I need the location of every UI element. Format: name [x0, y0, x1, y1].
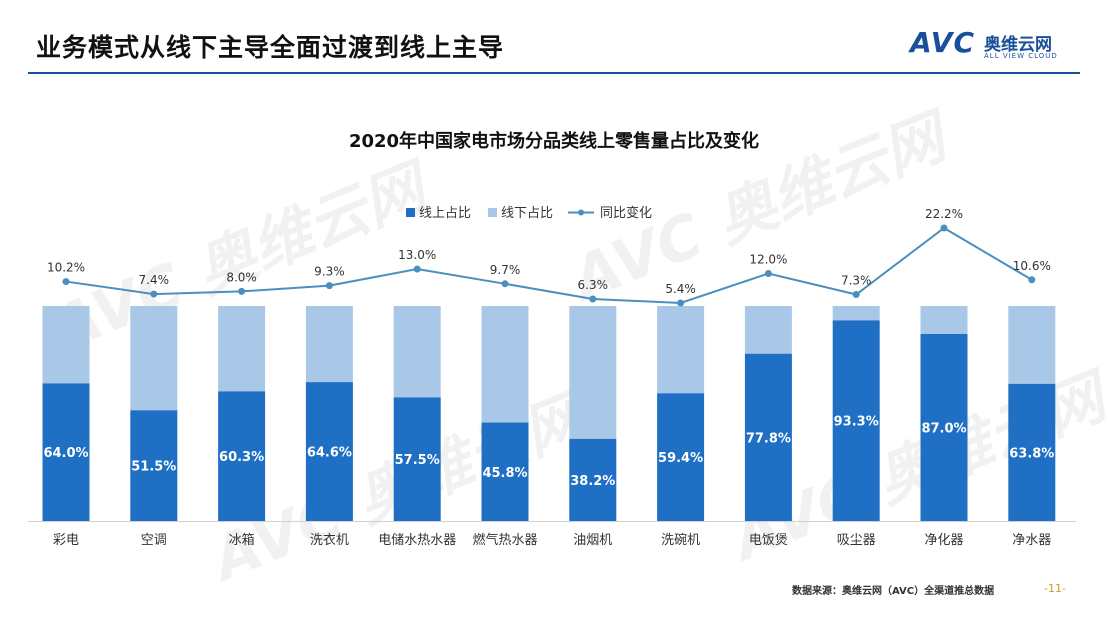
legend-swatch-online	[406, 208, 415, 217]
bar-online	[481, 422, 529, 521]
legend-swatch-offline	[488, 208, 497, 217]
x-tick-label: 空调	[141, 533, 167, 548]
line-point	[62, 278, 70, 286]
bar-offline	[481, 306, 529, 423]
line-value-label: 5.4%	[665, 282, 696, 296]
legend-label-online: 线上占比	[419, 206, 471, 221]
bar-value-label: 77.8%	[746, 431, 791, 446]
brand-logo-en: ALL VIEW CLOUD	[984, 52, 1058, 60]
bar-online	[744, 353, 792, 521]
bar-value-label: 64.0%	[43, 446, 88, 461]
page-number: -11-	[1044, 582, 1066, 595]
line-point	[940, 224, 948, 232]
line-value-label: 9.3%	[314, 265, 345, 279]
page-title: 业务模式从线下主导全面过渡到线上主导	[36, 33, 505, 62]
line-value-label: 10.6%	[1013, 259, 1051, 273]
bar-online	[305, 382, 353, 521]
bar-value-label: 64.6%	[307, 446, 352, 461]
legend-swatch-yoy-marker	[578, 209, 584, 216]
line-point	[1028, 276, 1036, 284]
x-tick-label: 油烟机	[573, 533, 612, 548]
bar-online	[657, 393, 705, 521]
bar-online	[569, 438, 617, 521]
bar-value-label: 63.8%	[1009, 446, 1054, 461]
bar-offline	[130, 306, 178, 411]
title-divider	[28, 72, 1080, 74]
x-tick-label: 吸尘器	[837, 533, 876, 548]
bar-value-label: 93.3%	[834, 415, 879, 430]
bar-value-label: 45.8%	[482, 466, 527, 481]
x-tick-label: 彩电	[53, 533, 79, 548]
line-value-label: 7.4%	[139, 273, 170, 287]
line-point	[677, 299, 685, 307]
bar-online	[393, 397, 441, 521]
line-point	[852, 291, 860, 299]
bar-online	[920, 333, 968, 521]
brand-logo-avc: AVC	[910, 26, 975, 59]
line-value-label: 10.2%	[47, 261, 85, 275]
bar-offline	[42, 306, 90, 384]
bar-online	[218, 391, 266, 521]
line-point	[501, 280, 509, 288]
line-point	[413, 265, 421, 273]
line-value-label: 7.3%	[841, 274, 872, 288]
data-source-note: 数据来源：奥维云网（AVC）全渠道推总数据	[792, 586, 995, 597]
bar-offline	[657, 306, 705, 394]
brand-logo-cn: 奥维云网	[984, 35, 1052, 55]
bar-online	[42, 383, 90, 521]
line-value-label: 22.2%	[925, 207, 963, 221]
bar-offline	[1008, 306, 1056, 384]
bar-offline	[569, 306, 617, 439]
bar-offline	[920, 306, 968, 334]
x-tick-label: 电饭煲	[749, 532, 788, 548]
bar-offline	[744, 306, 792, 354]
line-value-label: 6.3%	[578, 278, 609, 292]
x-tick-label: 冰箱	[229, 532, 255, 548]
line-point	[238, 287, 246, 295]
series-line-yoy	[65, 226, 1033, 305]
line-value-label: 13.0%	[398, 248, 436, 262]
bar-online	[130, 410, 178, 521]
bar-online	[1008, 383, 1056, 521]
x-tick-label: 洗碗机	[661, 532, 700, 548]
line-point	[325, 282, 333, 290]
x-tick-label: 净化器	[924, 533, 963, 548]
line-value-label: 8.0%	[226, 270, 257, 284]
bar-value-label: 38.2%	[570, 474, 615, 489]
brand-logo: AVC 奥维云网 ALL VIEW CLOUD	[910, 26, 1080, 66]
x-tick-label: 燃气热水器	[472, 532, 537, 548]
chart-title: 2020年中国家电市场分品类线上零售量占比及变化	[348, 131, 760, 152]
bar-offline	[305, 306, 353, 383]
bar-value-label: 60.3%	[219, 450, 264, 465]
bar-offline	[393, 306, 441, 398]
line-point	[764, 270, 772, 278]
legend-label-yoy: 同比变化	[600, 205, 652, 221]
x-tick-label: 洗衣机	[310, 532, 349, 548]
bar-value-label: 59.4%	[658, 451, 703, 466]
bar-value-label: 51.5%	[131, 460, 176, 475]
line-point	[589, 295, 597, 303]
bar-value-label: 57.5%	[395, 453, 440, 468]
line-value-label: 12.0%	[749, 253, 787, 267]
bar-offline	[832, 306, 880, 321]
bar-value-label: 87.0%	[921, 421, 966, 436]
legend-label-offline: 线下占比	[501, 206, 553, 221]
line-value-label: 9.7%	[490, 263, 521, 277]
bar-online	[832, 320, 880, 521]
line-point	[150, 290, 158, 298]
bar-offline	[218, 306, 266, 392]
x-tick-label: 净水器	[1012, 533, 1051, 548]
x-tick-label: 电储水热水器	[378, 533, 456, 548]
